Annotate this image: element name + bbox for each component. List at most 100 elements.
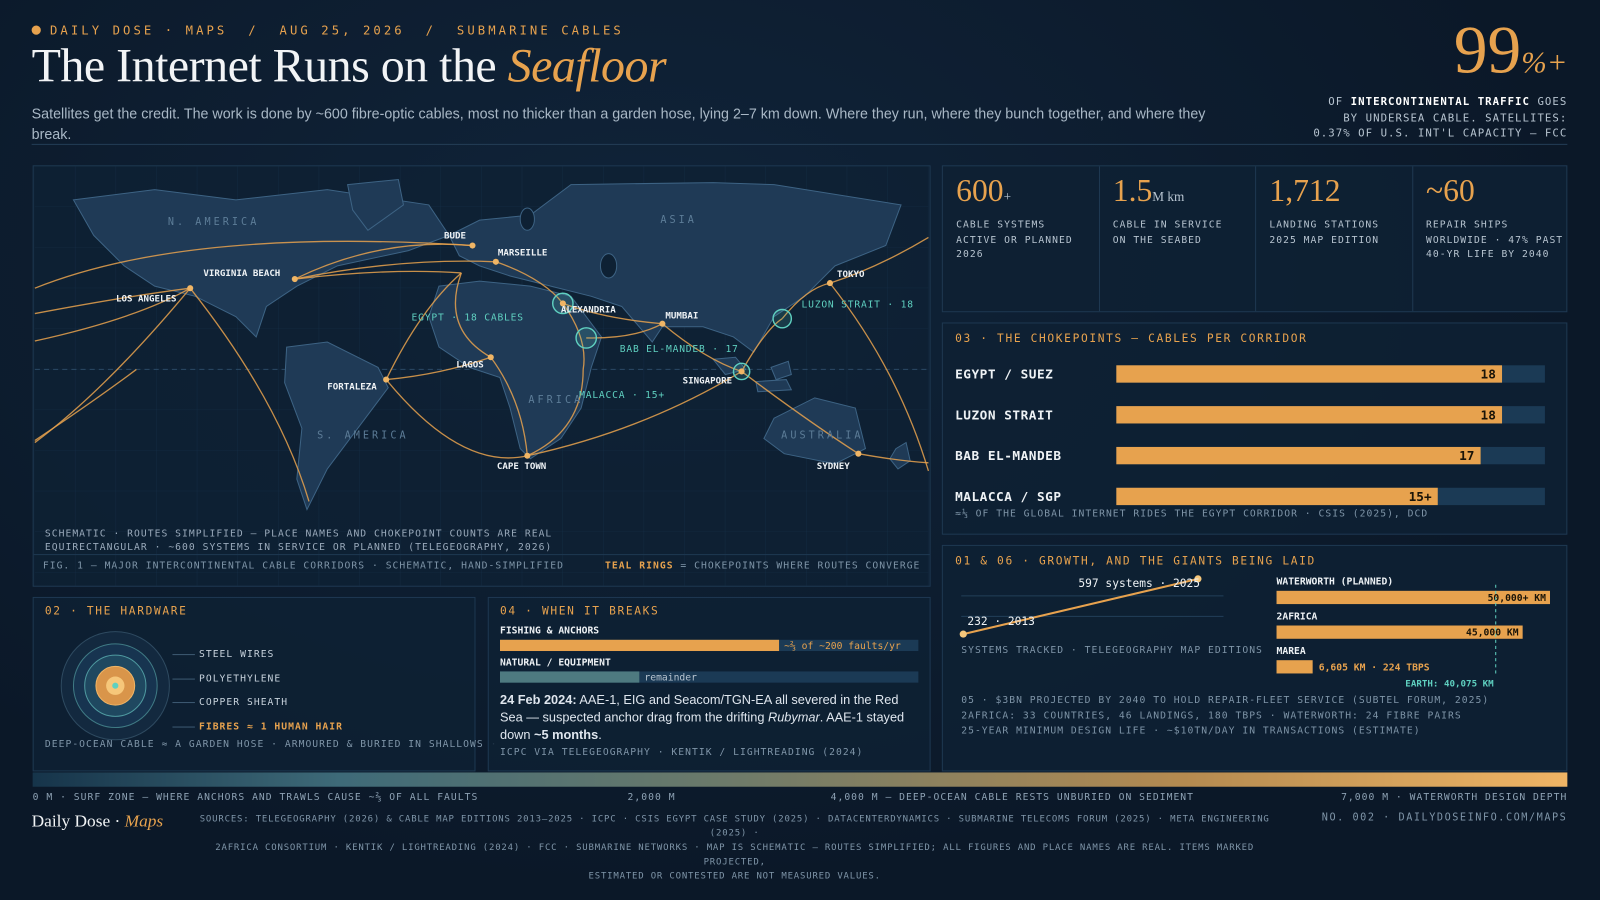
city-label: VIRGINIA BEACH	[203, 269, 280, 279]
city-label: FORTALEZA	[327, 383, 377, 393]
route	[495, 261, 564, 304]
category-label: BAB EL-MANDEB	[955, 449, 1061, 464]
stat-unit: M km	[1152, 188, 1185, 205]
layer-label: COPPER SHEATH	[198, 696, 289, 709]
south-america	[284, 341, 389, 511]
category-label: MALACCA / SGP	[955, 490, 1061, 505]
category-label: NATURAL / EQUIPMENT	[500, 657, 611, 668]
title-text: The Internet Runs on the	[31, 39, 508, 93]
depth-labels: 0 M · SURF ZONE — WHERE ANCHORS AND TRAW…	[0, 792, 1600, 806]
stat-value: 600+	[956, 172, 1011, 209]
point-label: 232 · 2013	[967, 615, 1035, 628]
city-dot	[559, 300, 566, 307]
depth-strip	[32, 772, 1568, 787]
chokepoint-label: EGYPT · 18 CABLES	[412, 313, 524, 324]
bar	[499, 671, 640, 683]
breaks-chart: FISHING & ANCHORS ~⅔ of ~200 faults/yr NAT…	[499, 626, 919, 684]
headline-value: 99	[1453, 13, 1522, 88]
lake	[519, 207, 535, 231]
city-dot	[492, 258, 499, 265]
stat-value: ~60	[1426, 172, 1475, 209]
leader-line	[172, 702, 195, 704]
bar	[1276, 660, 1313, 674]
city-dot	[855, 450, 862, 457]
map-panel: N. AMERICA ASIA AFRICA S. AMERICA AUSTRALIA L…	[32, 165, 931, 587]
island	[770, 360, 792, 381]
note-line: 2AFRICA: 33 COUNTRIES, 46 LANDINGS, 180 …	[961, 710, 1462, 722]
map-note-line: SCHEMATIC · ROUTES SIMPLIFIED — PLACE NA…	[44, 528, 553, 540]
footnote: ≈⅓ OF THE GLOBAL INTERNET RIDES THE EGYP…	[955, 508, 1429, 520]
route	[34, 368, 137, 442]
story-text: . AAE-1 stayed down	[499, 710, 905, 742]
chokepoints-panel: 03 · THE CHOKEPOINTS — CABLES PER CORRID…	[941, 322, 1568, 535]
stat-divider	[1098, 166, 1100, 312]
city-label: TOKYO	[837, 270, 865, 280]
stat-label: LANDING STATIONS	[1269, 219, 1380, 231]
headline-stat: 99%+	[1454, 12, 1568, 90]
brand-em: Maps	[124, 811, 164, 831]
depth-label: 0 M · SURF ZONE — WHERE ANCHORS AND TRAW…	[32, 791, 479, 804]
stat-value: 1,712	[1269, 172, 1340, 209]
subtitle: Satellites get the credit. The work is d…	[31, 105, 1206, 142]
footer-brand: Daily Dose · Maps	[32, 811, 164, 831]
depth-label: 4,000 M — DEEP-OCEAN CABLE RESTS UNBURIE…	[830, 791, 1195, 804]
bar	[1116, 487, 1438, 506]
map-legend: TEAL RINGS = CHOKEPOINTS WHERE ROUTES CO…	[605, 560, 920, 571]
header-rule	[31, 143, 1568, 145]
bar	[1116, 446, 1481, 465]
route	[858, 453, 929, 464]
map-labels: N. AMERICA ASIA AFRICA S. AMERICA AUSTRALIA L…	[116, 215, 913, 472]
value-label: 17	[1459, 449, 1474, 464]
stat-label: CABLE SYSTEMS	[956, 219, 1046, 231]
bar	[1116, 406, 1503, 424]
map-note-line: EQUIRECTANGULAR · ~600 SYSTEMS IN SERVIC…	[44, 541, 553, 554]
stat-number: 1,712	[1269, 172, 1341, 209]
city-dot	[187, 285, 194, 292]
note-line: 25-YEAR MINIMUM DESIGN LIFE · ~$10TN/DAY…	[961, 725, 1421, 737]
stat-unit: +	[1003, 188, 1012, 205]
city-dot	[291, 275, 298, 283]
bar	[1116, 365, 1503, 383]
panel-title: 01 & 06 · GROWTH, AND THE GIANTS BEING L…	[955, 554, 1316, 568]
break-source: ICPC VIA TELEGEOGRAPHY · KENTIK / LIGHTR…	[499, 746, 864, 759]
note-strong: INTERCONTINENTAL TRAFFIC	[1350, 95, 1530, 109]
reference-label: EARTH: 40,075 KM	[1405, 679, 1494, 690]
cable-cross-section	[60, 631, 170, 741]
australia	[763, 397, 867, 465]
route	[386, 356, 491, 381]
kicker: DAILY DOSE · MAPS / AUG 25, 2026 / SUBMA…	[49, 23, 624, 38]
lake	[599, 253, 618, 279]
city-label: SYDNEY	[817, 462, 850, 472]
source-line: ESTIMATED OR CONTESTED ARE NOT MEASURED …	[588, 871, 881, 882]
chokepoint-label: MALACCA · 15+	[579, 390, 665, 401]
note-line: 05 · $3BN PROJECTED BY 2040 TO HOLD REPA…	[961, 694, 1490, 707]
city-dot	[826, 280, 833, 287]
point-label: 597 systems · 2025	[1078, 577, 1200, 590]
route	[294, 270, 462, 280]
stat-value: 1.5M km	[1113, 172, 1185, 209]
route	[781, 282, 831, 320]
hardware-panel: 02 · THE HARDWARE DEEP-OCEAN CABLE ≈ A G…	[32, 596, 496, 772]
stat-number: ~60	[1426, 172, 1475, 209]
north-america	[72, 189, 450, 338]
bar	[499, 639, 780, 652]
fibre-core	[112, 682, 119, 689]
route	[294, 260, 496, 280]
caption-rule	[33, 554, 930, 556]
leader-line	[172, 726, 195, 728]
land	[72, 178, 911, 511]
route	[527, 303, 585, 457]
route	[527, 370, 742, 457]
story-text: AAE-1, EIG and Seacom/TGN-EA all severed…	[499, 692, 899, 725]
value-label: 6,605 KM · 224 TBPS	[1319, 662, 1430, 673]
route	[385, 272, 462, 380]
stat-divider	[1411, 166, 1413, 312]
layer-label: POLYETHYLENE	[198, 672, 282, 685]
kicker-dot	[31, 25, 41, 35]
cable-name: MAREA	[1277, 646, 1306, 657]
route	[385, 379, 528, 459]
stat-number: 1.5	[1112, 172, 1153, 209]
depth-label: 2,000 M	[627, 791, 676, 804]
route	[741, 370, 859, 455]
